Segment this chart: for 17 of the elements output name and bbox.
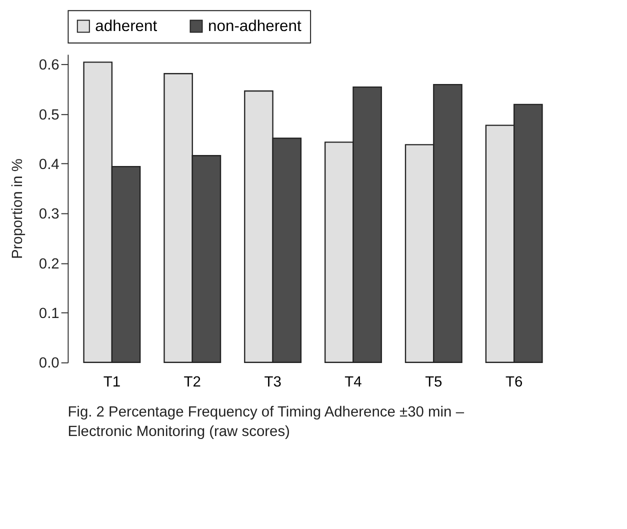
y-axis-title: Proportion in % — [10, 158, 26, 260]
y-tick-label: 0.6 — [38, 58, 60, 74]
x-tick-label: T6 — [505, 374, 523, 390]
y-tick-label: 0.4 — [38, 156, 60, 173]
legend-label: adherent — [95, 18, 158, 36]
y-tick-label: 0.0 — [38, 356, 60, 372]
x-tick-label: T2 — [184, 374, 201, 390]
legend-label: non-adherent — [208, 18, 302, 36]
y-tick-label: 0.2 — [38, 256, 60, 272]
x-tick-label: T5 — [425, 374, 442, 390]
x-tick-label: T3 — [264, 374, 282, 390]
x-tick-label: T4 — [344, 374, 362, 390]
y-tick-label: 0.1 — [38, 306, 60, 322]
y-tick-label: 0.5 — [38, 107, 60, 124]
x-tick-label: T1 — [103, 374, 121, 390]
y-tick-label: 0.3 — [38, 206, 60, 223]
caption: Fig. 2 Percentage Frequency of Timing Adherence ±30 min – Electronic Monitoring (raw scores) — [68, 404, 465, 440]
